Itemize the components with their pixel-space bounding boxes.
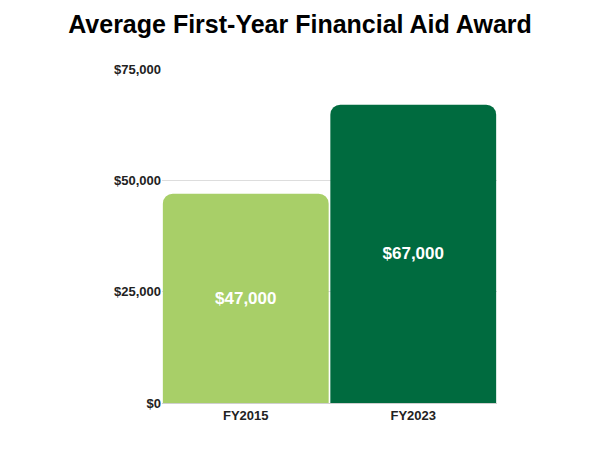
svg-text:Average First-Year Financial A: Average First-Year Financial Aid Award [68, 10, 532, 38]
svg-text:$67,000: $67,000 [383, 244, 444, 263]
svg-text:$47,000: $47,000 [215, 289, 276, 308]
svg-text:$50,000: $50,000 [114, 173, 161, 188]
svg-text:$75,000: $75,000 [114, 62, 161, 77]
svg-text:FY2023: FY2023 [390, 408, 436, 423]
svg-text:$0: $0 [147, 396, 161, 411]
svg-text:FY2015: FY2015 [223, 408, 269, 423]
svg-text:$25,000: $25,000 [114, 284, 161, 299]
